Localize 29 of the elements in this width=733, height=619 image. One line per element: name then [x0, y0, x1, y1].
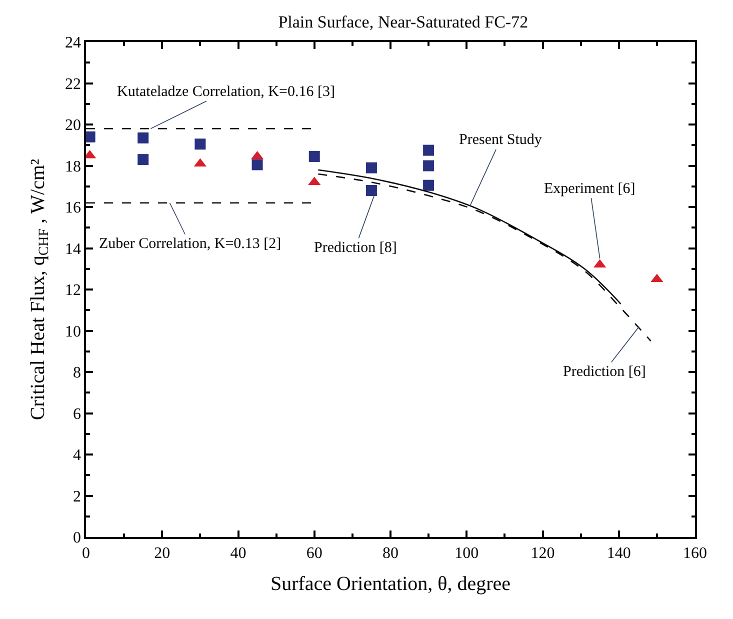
y-tick-label: 14: [65, 240, 82, 258]
y-tick-label: 24: [65, 34, 82, 52]
x-tick-label: 60: [306, 544, 322, 562]
chart-title: Plain Surface, Near-Saturated FC-72: [278, 12, 528, 32]
y-tick-label: 16: [65, 200, 82, 217]
x-tick-label: 120: [530, 544, 555, 562]
y-tick-label: 22: [65, 76, 82, 93]
x-tick-label: 80: [382, 544, 398, 562]
y-tick-label: 6: [73, 406, 82, 423]
annotation: Kutateladze Correlation, K=0.16 [3]: [117, 84, 335, 100]
y-tick-label: 4: [73, 447, 82, 464]
y-tick-label: 2: [73, 488, 82, 506]
y-tick-label: 10: [65, 323, 82, 340]
x-tick-label: 160: [683, 544, 707, 562]
annotation: Present Study: [459, 132, 542, 148]
y-tick-label: 8: [73, 364, 82, 382]
x-axis-title: Surface Orientation, θ, degree: [270, 572, 511, 595]
y-tick-label: 18: [65, 158, 82, 176]
annotation: Experiment [6]: [544, 181, 636, 197]
annotation: Zuber Correlation, K=0.13 [2]: [99, 236, 282, 252]
y-tick-label: 12: [65, 282, 82, 300]
x-tick-label: 40: [230, 544, 246, 562]
y-tick-label: 0: [73, 530, 82, 547]
x-tick-label: 100: [454, 544, 479, 562]
x-tick-label: 140: [606, 544, 631, 562]
y-tick-label: 20: [65, 117, 82, 134]
annotation: Prediction [6]: [563, 364, 646, 380]
x-tick-label: 20: [154, 544, 170, 562]
annotation: Prediction [8]: [314, 240, 397, 256]
